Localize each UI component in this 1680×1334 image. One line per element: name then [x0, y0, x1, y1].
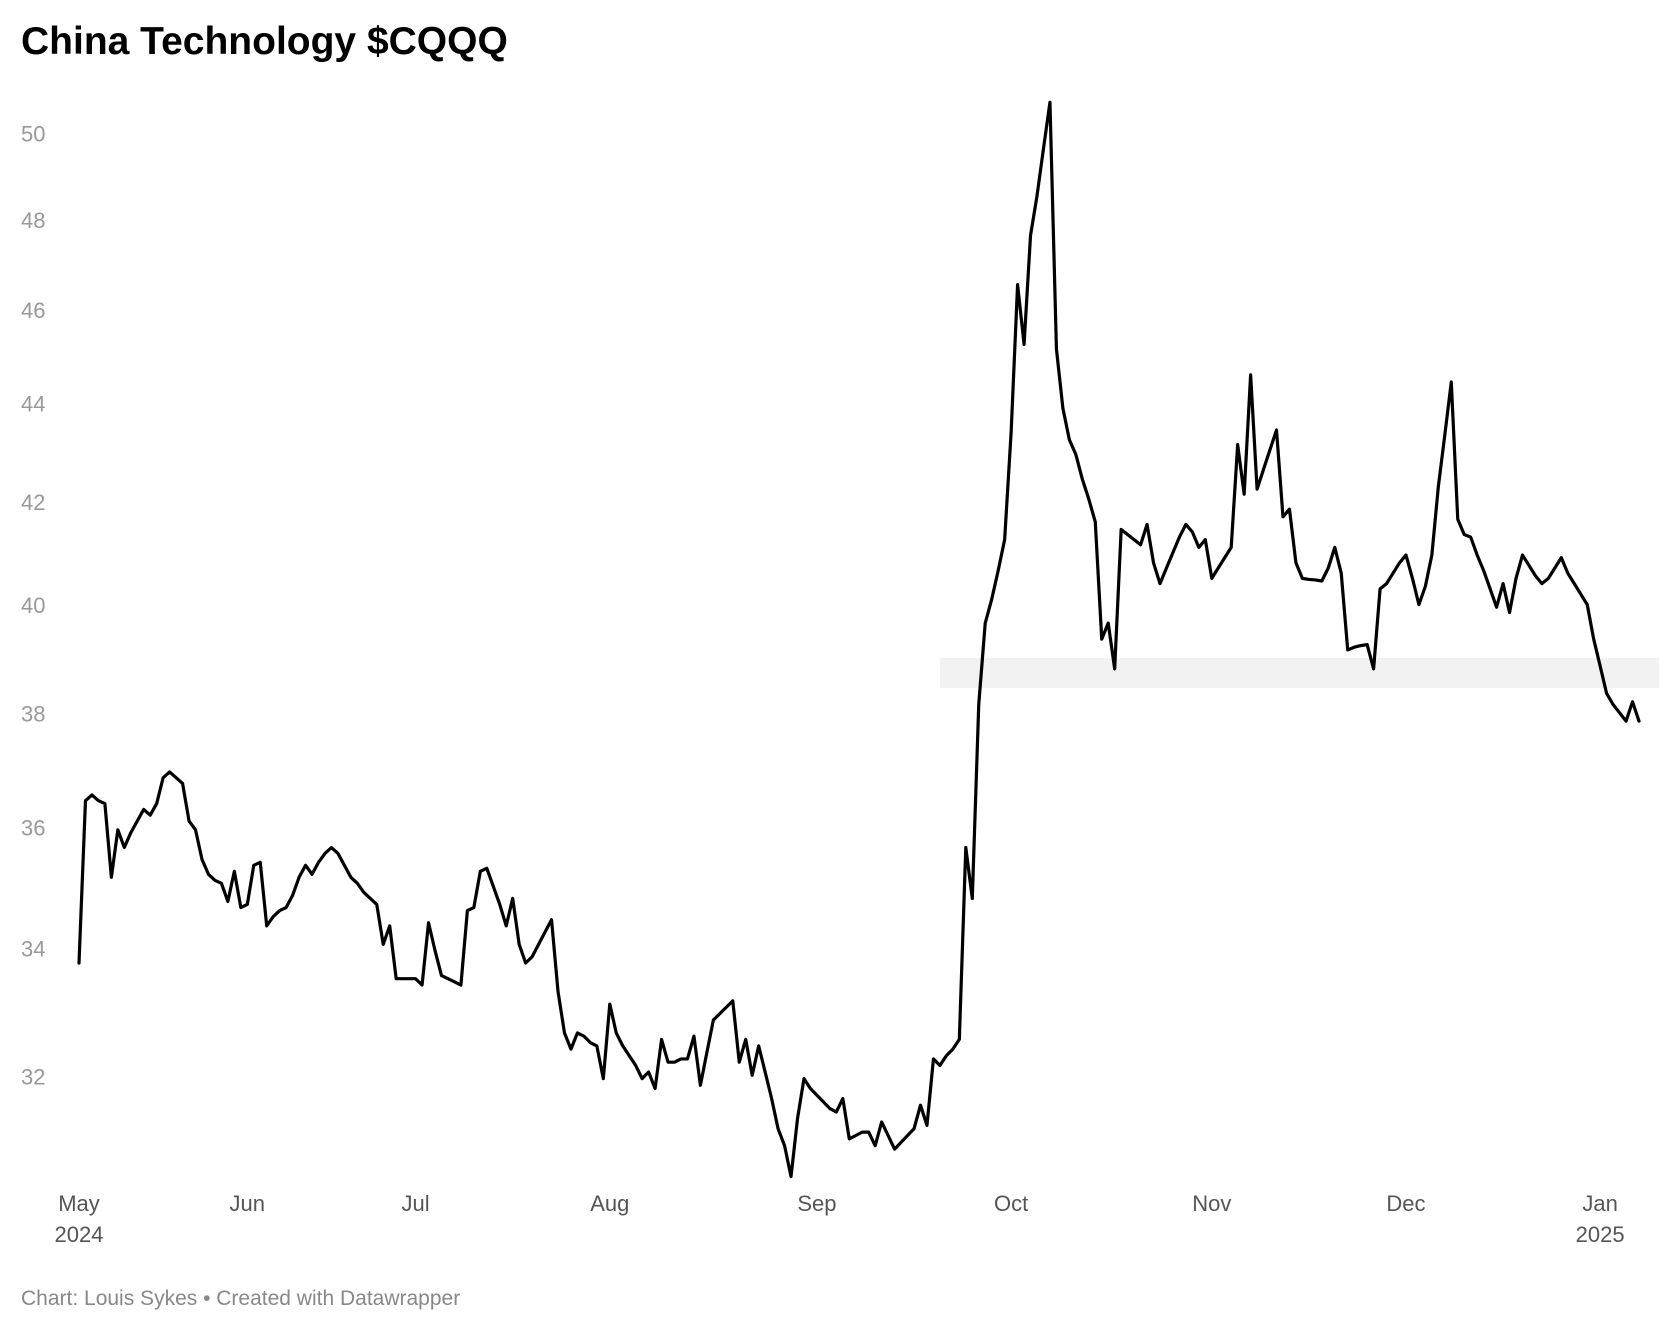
- x-tick-label: Sep: [797, 1191, 837, 1216]
- y-tick-label: 34: [21, 936, 45, 961]
- highlight-band: [939, 658, 1659, 688]
- y-tick-label: 48: [21, 208, 45, 233]
- x-tick-label: Jan 2025: [1575, 1191, 1625, 1247]
- source-note: Chart: Louis Sykes • Created with Datawr…: [21, 1287, 461, 1310]
- x-tick-label: Jul: [401, 1191, 430, 1216]
- y-tick-label: 50: [21, 122, 45, 147]
- x-tick-label: Nov: [1192, 1191, 1232, 1216]
- y-tick-label: 36: [21, 816, 45, 841]
- x-tick-label: Dec: [1386, 1191, 1426, 1216]
- price-line: [77, 100, 1641, 1179]
- chart-title: China Technology $CQQQ: [21, 20, 508, 63]
- y-tick-label: 42: [21, 490, 45, 515]
- x-tick-label: Oct: [993, 1191, 1029, 1216]
- x-tick-label: May 2024: [54, 1191, 104, 1247]
- x-tick-label: Aug: [590, 1191, 630, 1216]
- y-tick-label: 44: [21, 392, 45, 417]
- x-tick-label: Jun: [229, 1191, 266, 1216]
- y-tick-label: 46: [21, 298, 45, 323]
- y-tick-label: 40: [21, 593, 45, 618]
- y-tick-label: 38: [21, 701, 45, 726]
- y-tick-label: 32: [21, 1064, 45, 1089]
